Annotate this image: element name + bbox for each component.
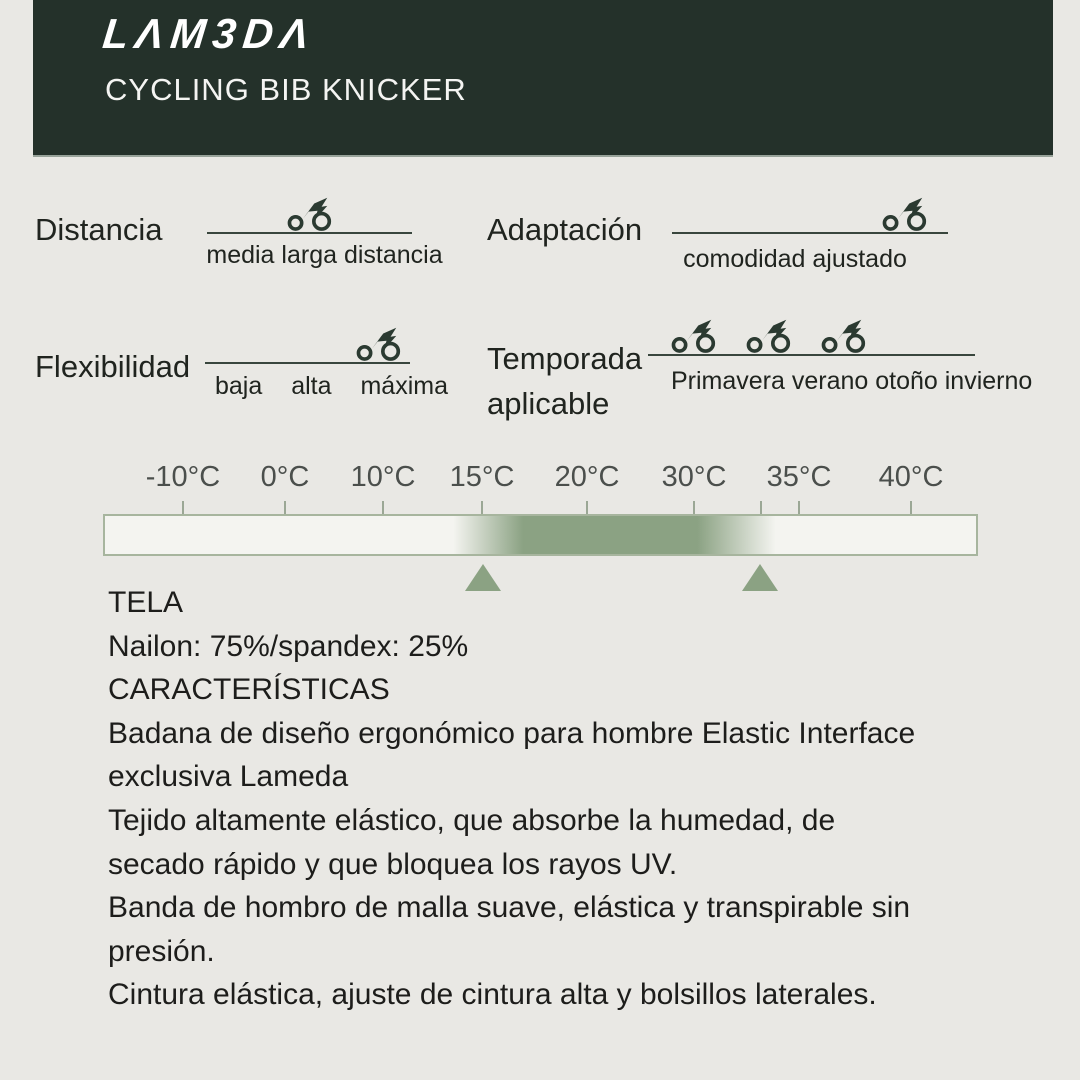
temperature-tick-mark [481, 501, 483, 514]
product-description: TELA Nailon: 75%/spandex: 25% CARACTERÍS… [108, 581, 1038, 1017]
temperature-tick-mark [910, 501, 912, 514]
temperature-tick-label: 20°C [554, 461, 620, 493]
temperature-tick-mark [693, 501, 695, 514]
flexibilidad-level-high: alta [291, 372, 332, 400]
fabric-heading: TELA [108, 586, 184, 619]
feature-label-distancia: Distancia [35, 212, 163, 247]
description-line: presión. [108, 934, 215, 968]
temporada-scale-line [648, 354, 975, 356]
description-line: exclusiva Lameda [108, 760, 349, 794]
brand-logo: LΛM3DΛ [100, 10, 318, 57]
distancia-caption: media larga distancia [206, 241, 443, 269]
temperature-tick-label: 35°C [766, 461, 832, 493]
temperature-tick-label: -10°C [145, 461, 221, 493]
description-line: Tejido altamente elástico, que absorbe l… [108, 803, 836, 837]
cyclist-icon [669, 317, 721, 355]
header-banner: LΛM3DΛ CYCLING BIB KNICKER [33, 0, 1053, 157]
comfort-range-marker-triangle [742, 564, 778, 591]
comfort-range-marker-triangle [465, 564, 501, 591]
temperature-tick-label: 0°C [260, 461, 310, 493]
description-line: Cintura elástica, ajuste de cintura alta… [108, 978, 877, 1012]
temperature-tick-label: 15°C [449, 461, 515, 493]
flexibilidad-level-low: baja [215, 372, 263, 400]
cyclist-icon [744, 317, 796, 355]
temperature-tick-mark [284, 501, 286, 514]
temperature-tick-label: 10°C [350, 461, 416, 493]
characteristics-heading: CARACTERÍSTICAS [108, 673, 390, 707]
description-line: Badana de diseño ergonómico para hombre … [108, 716, 916, 750]
description-line: secado rápido y que bloquea los rayos UV… [108, 847, 678, 881]
temperature-tick-mark [382, 501, 384, 514]
cyclist-icon [354, 325, 406, 363]
temperature-tick-mark [586, 501, 588, 514]
temperature-tick-label: 30°C [661, 461, 727, 493]
flexibilidad-level-max: máxima [360, 372, 448, 400]
feature-label-flexibilidad: Flexibilidad [35, 349, 191, 384]
adaptacion-scale-line [672, 232, 948, 234]
cyclist-icon [285, 195, 337, 233]
temperature-tick-mark [182, 501, 184, 514]
adaptacion-caption: comodidad ajustado [683, 245, 907, 273]
temperature-comfort-gradient [105, 516, 976, 554]
flexibilidad-caption: baja alta máxima [215, 372, 448, 401]
cyclist-icon [880, 195, 932, 233]
temperature-tick-mark [760, 501, 762, 514]
distancia-scale-line [207, 232, 412, 234]
temperature-tick-label: 40°C [878, 461, 944, 493]
product-title: CYCLING BIB KNICKER [105, 72, 467, 107]
temperature-bar [103, 514, 978, 556]
temporada-caption: Primavera verano otoño invierno [671, 367, 1033, 395]
feature-label-temporada: Temporada aplicable [487, 341, 643, 421]
temperature-tick-mark [798, 501, 800, 514]
feature-label-adaptacion: Adaptación [487, 212, 643, 247]
temperature-scale: -10°C 0°C 10°C 15°C 20°C 30°C 35°C 40°C [0, 461, 1080, 591]
description-line: Banda de hombro de malla suave, elástica… [108, 891, 911, 925]
fabric-composition: Nailon: 75%/spandex: 25% [108, 629, 469, 663]
flexibilidad-scale-line [205, 362, 410, 364]
cyclist-icon [819, 317, 871, 355]
